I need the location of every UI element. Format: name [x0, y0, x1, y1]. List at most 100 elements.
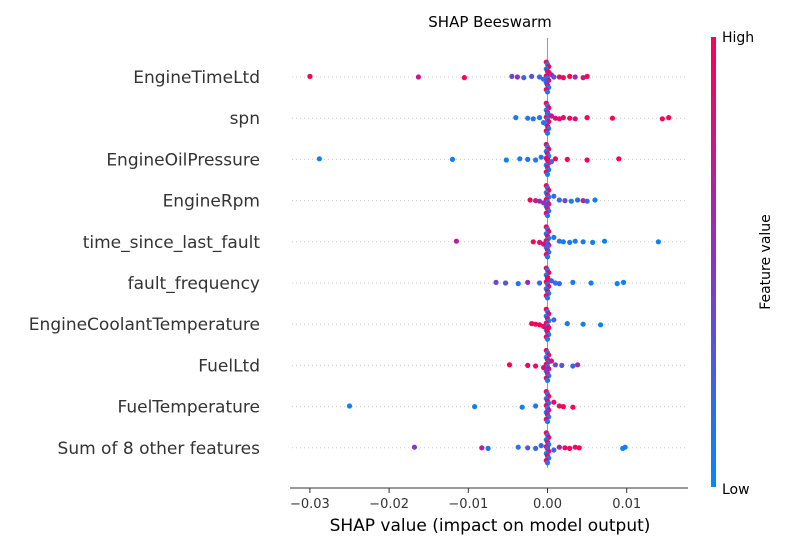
shap-point: [493, 279, 499, 285]
shap-point: [479, 445, 485, 451]
feature-label: FuelTemperature: [118, 398, 261, 418]
shap-point: [525, 279, 531, 285]
shap-point: [572, 238, 578, 244]
feature-label: FuelLtd: [198, 356, 260, 376]
feature-label: EngineCoolantTemperature: [29, 315, 260, 335]
feature-point-group: [316, 141, 622, 177]
shap-point: [551, 234, 557, 240]
shap-point: [560, 115, 566, 121]
shap-point: [570, 363, 576, 369]
shap-point: [572, 444, 578, 450]
feature-label: Sum of 8 other features: [58, 439, 261, 459]
feature-rows: EngineTimeLtd spn EngineOilPressure EngineR…: [29, 68, 688, 459]
shap-point: [572, 74, 578, 80]
shap-point: [580, 198, 586, 204]
shap-point: [562, 445, 568, 451]
shap-point: [544, 418, 551, 425]
shap-point: [509, 73, 515, 79]
shap-point: [556, 197, 562, 203]
shap-point: [570, 404, 576, 410]
shap-point: [562, 198, 568, 204]
shap-point: [536, 74, 543, 80]
shap-point: [540, 120, 547, 126]
feature-point-group: [506, 347, 581, 383]
colorbar-low-label: Low: [722, 482, 750, 498]
shap-point: [530, 239, 536, 245]
shap-point: [544, 460, 551, 466]
shap-point: [601, 238, 608, 244]
shap-point: [584, 198, 590, 204]
shap-point: [453, 238, 460, 244]
shap-point: [584, 73, 590, 79]
shap-point: [588, 280, 594, 286]
shap-point: [564, 321, 570, 327]
shap-point: [568, 198, 574, 204]
shap-point: [533, 445, 539, 451]
shap-point: [551, 74, 557, 80]
shap-point: [525, 156, 531, 162]
shap-point: [449, 156, 456, 162]
shap-point: [530, 116, 536, 122]
shap-point: [609, 115, 616, 121]
shap-point: [346, 403, 353, 409]
shap-point: [538, 443, 544, 449]
shap-point: [519, 404, 525, 410]
shap-point: [556, 74, 562, 80]
shap-point: [567, 115, 573, 121]
shap-point: [307, 73, 313, 79]
shap-point: [666, 115, 672, 121]
shap-point: [514, 74, 521, 80]
feature-point-group: [527, 183, 598, 219]
shap-point: [616, 156, 622, 162]
shap-point: [620, 279, 627, 285]
feature-label: EngineRpm: [163, 192, 260, 212]
feature-point-group: [529, 306, 604, 342]
shap-point: [540, 241, 547, 247]
shap-point: [580, 321, 586, 327]
colorbar-title: Feature value: [758, 214, 774, 310]
shap-point: [584, 157, 590, 163]
shap-points: [307, 59, 672, 466]
shap-point: [567, 239, 573, 245]
shap-point: [592, 197, 598, 203]
shap-point: [544, 336, 551, 342]
x-axis-label: SHAP value (impact on model output): [330, 516, 651, 536]
shap-point: [533, 321, 539, 327]
shap-point: [544, 377, 551, 383]
shap-point: [415, 74, 422, 80]
shap-point: [556, 238, 562, 244]
shap-point: [544, 367, 551, 373]
shap-point: [576, 445, 582, 451]
shap-point: [552, 156, 559, 162]
shap-point: [548, 358, 555, 364]
shap-point: [538, 154, 544, 160]
shap-point: [544, 171, 551, 177]
shap-point: [521, 75, 527, 81]
shap-point: [502, 280, 509, 286]
shap-point: [544, 130, 551, 136]
shap-point: [564, 156, 570, 162]
shap-point: [540, 200, 547, 206]
feature-point-group: [493, 265, 627, 301]
shap-point: [517, 156, 523, 162]
shap-point: [544, 276, 551, 282]
shap-point: [560, 239, 566, 245]
colorbar-high-label: High: [722, 30, 754, 46]
shap-point: [544, 408, 551, 414]
shap-point: [560, 404, 566, 410]
shap-point: [503, 157, 509, 163]
shap-point: [655, 239, 661, 245]
shap-point: [556, 403, 562, 409]
shap-point: [548, 278, 555, 284]
shap-point: [544, 243, 551, 249]
shap-point: [540, 76, 547, 82]
shap-point: [472, 404, 478, 410]
shap-point: [536, 322, 543, 328]
shap-point: [567, 445, 573, 451]
shap-point: [552, 280, 559, 286]
shap-point: [515, 444, 521, 450]
feature-label: fault_frequency: [128, 274, 260, 294]
feature-label: spn: [230, 109, 260, 129]
